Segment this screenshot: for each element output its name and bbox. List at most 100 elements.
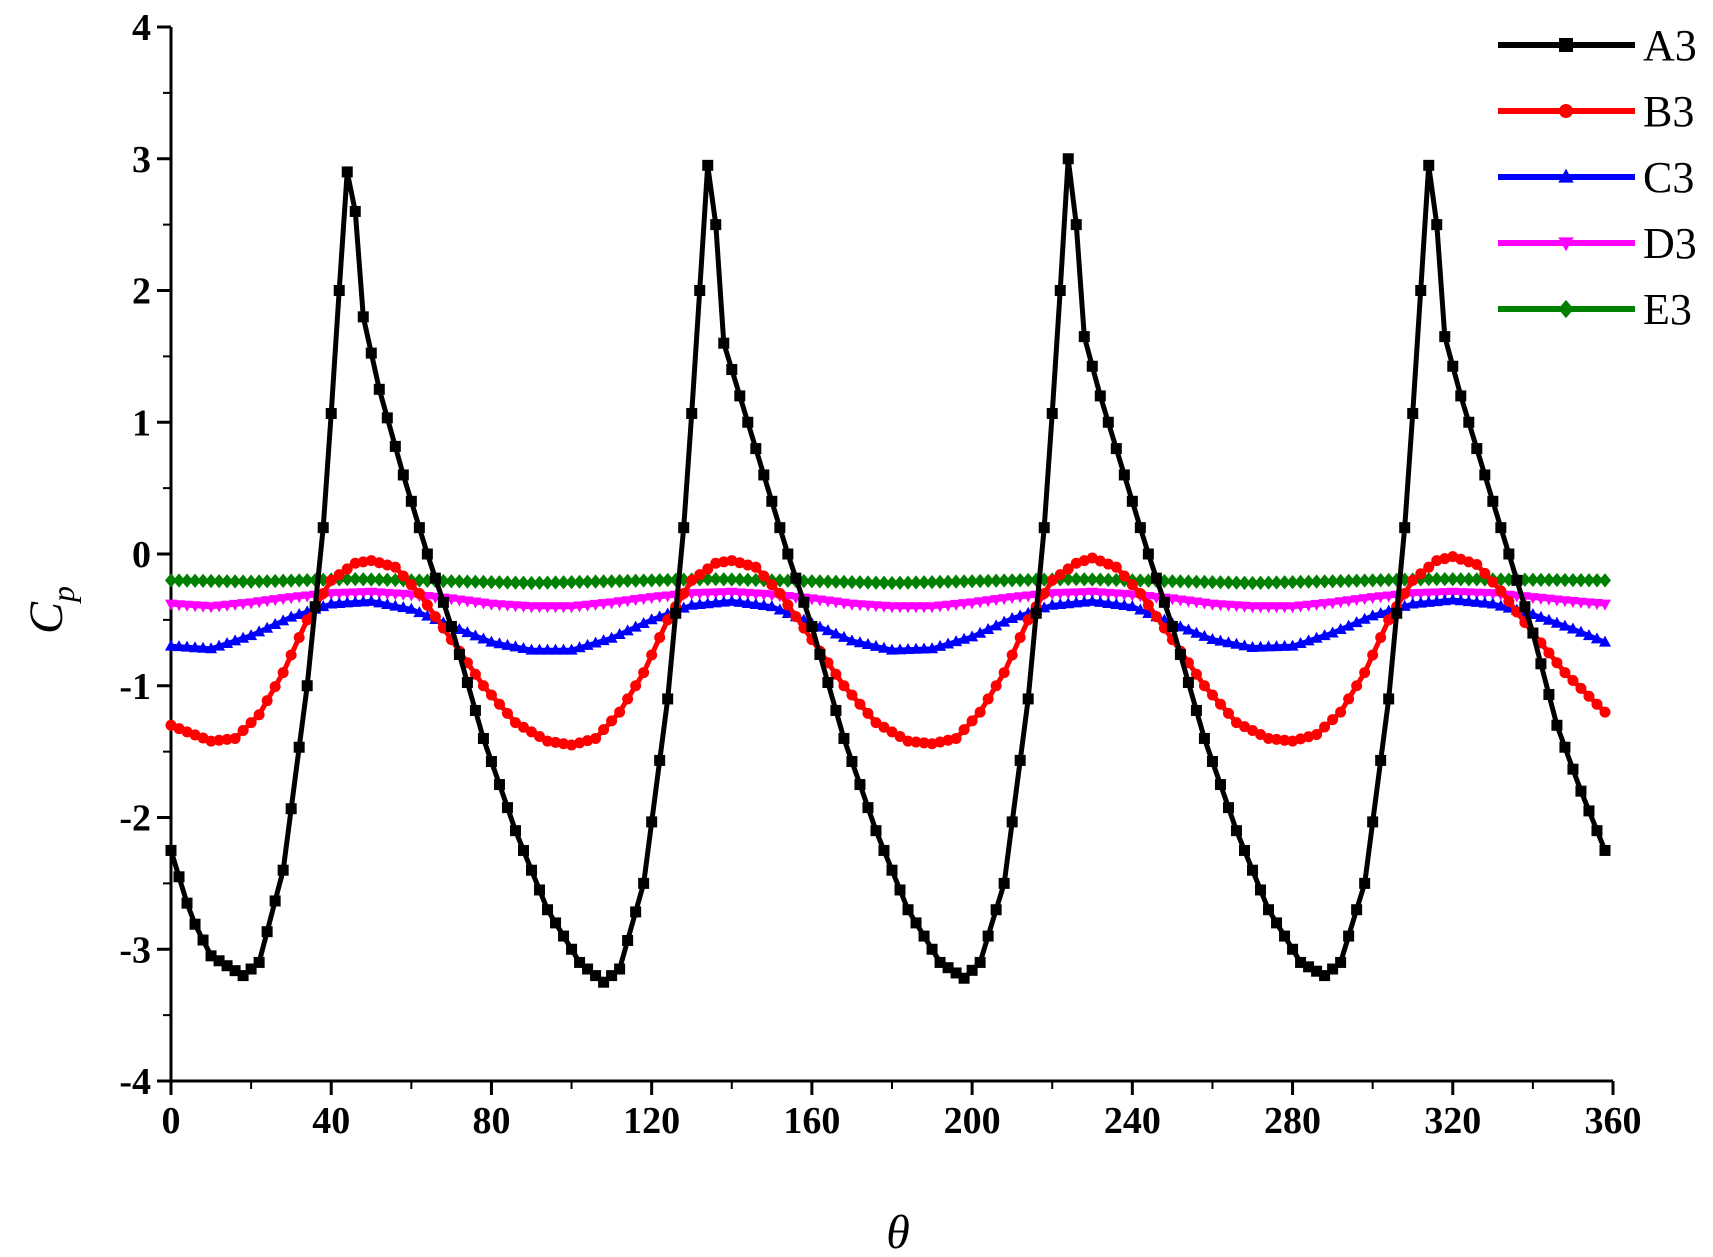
data-point-B3 <box>678 588 690 600</box>
data-point-D3 <box>1078 588 1091 600</box>
data-point-E3 <box>1446 572 1459 587</box>
data-point-E3 <box>525 575 538 591</box>
data-point-E3 <box>613 573 626 589</box>
data-point-B3 <box>750 561 762 573</box>
data-point-D3 <box>1110 589 1123 601</box>
data-point-C3 <box>1478 596 1491 608</box>
data-point-B3 <box>1359 667 1371 679</box>
data-point-C3 <box>990 619 1003 631</box>
data-point-A3 <box>774 522 786 534</box>
data-point-D3 <box>926 602 939 614</box>
data-point-E3 <box>917 575 931 590</box>
data-point-B3 <box>1367 649 1379 661</box>
data-point-D3 <box>373 588 386 600</box>
data-point-B3 <box>526 726 537 738</box>
data-point-B3 <box>1495 585 1507 597</box>
data-point-C3 <box>869 639 883 651</box>
data-point-E3 <box>1262 575 1275 590</box>
data-point-C3 <box>1222 636 1235 648</box>
data-point-B3 <box>630 680 642 692</box>
data-point-E3 <box>1022 572 1035 588</box>
data-point-C3 <box>405 602 418 614</box>
data-point-C3 <box>349 595 362 607</box>
data-point-C3 <box>1214 634 1227 646</box>
legend-item-A3: A3 <box>1498 21 1697 70</box>
legend-label-D3: D3 <box>1643 219 1697 268</box>
data-point-E3 <box>1166 574 1179 589</box>
series-B3 <box>165 551 1611 751</box>
data-point-D3 <box>429 592 442 604</box>
data-point-D3 <box>1438 588 1451 600</box>
data-point-E3 <box>365 572 378 587</box>
data-point-E3 <box>205 573 218 589</box>
data-point-A3 <box>229 965 241 977</box>
data-point-E3 <box>653 573 666 588</box>
data-point-B3 <box>702 563 714 575</box>
data-point-D3 <box>1310 599 1323 611</box>
data-point-B3 <box>1118 570 1130 582</box>
data-point-C3 <box>461 626 474 638</box>
data-point-A3 <box>990 904 1002 916</box>
data-point-D3 <box>253 597 266 609</box>
data-point-E3 <box>982 573 995 589</box>
data-point-E3 <box>942 574 955 589</box>
data-point-D3 <box>365 587 378 599</box>
data-point-C3 <box>829 627 842 639</box>
data-point-B3 <box>485 689 497 701</box>
data-point-C3 <box>1430 595 1443 607</box>
data-point-C3 <box>341 596 354 608</box>
data-point-B3 <box>1014 631 1026 643</box>
data-point-E3 <box>605 574 618 589</box>
data-point-A3 <box>1198 732 1210 744</box>
data-point-D3 <box>1558 596 1571 608</box>
y-tick-label: -4 <box>119 1061 151 1103</box>
data-point-D3 <box>934 601 947 613</box>
data-point-B3 <box>1054 569 1066 581</box>
data-point-E3 <box>373 572 386 587</box>
data-point-E3 <box>1278 575 1291 590</box>
data-point-A3 <box>309 601 321 613</box>
legend-marker-B3 <box>1559 104 1573 118</box>
data-point-D3 <box>1366 593 1379 605</box>
data-point-A3 <box>453 648 465 660</box>
data-point-C3 <box>1446 593 1459 605</box>
data-point-D3 <box>733 588 746 600</box>
data-point-A3 <box>670 607 682 619</box>
data-point-D3 <box>1230 601 1243 613</box>
data-point-A3 <box>349 205 361 217</box>
data-point-C3 <box>645 613 658 625</box>
data-point-A3 <box>1503 548 1515 560</box>
data-point-B3 <box>1150 611 1162 623</box>
data-point-D3 <box>269 595 282 607</box>
data-point-C3 <box>1238 639 1251 651</box>
data-point-D3 <box>701 588 714 600</box>
data-point-A3 <box>1006 816 1018 828</box>
data-point-D3 <box>381 588 394 600</box>
data-point-A3 <box>1303 961 1315 973</box>
data-point-A3 <box>894 884 906 896</box>
data-point-D3 <box>1022 591 1035 603</box>
data-point-E3 <box>1534 572 1547 588</box>
data-point-C3 <box>845 634 858 646</box>
data-point-C3 <box>381 597 394 609</box>
data-point-C3 <box>1582 629 1596 641</box>
data-point-E3 <box>1526 572 1539 587</box>
data-point-D3 <box>349 588 362 600</box>
data-point-E3 <box>1438 571 1451 587</box>
data-point-D3 <box>1150 592 1163 604</box>
data-point-D3 <box>1526 593 1539 605</box>
data-point-A3 <box>501 802 513 814</box>
data-point-A3 <box>550 917 562 929</box>
axes: 0 40 80 120 160 200 240 280 320 360 -4 -3 -2 -1 0 1 2 3 4 <box>119 7 1641 1142</box>
data-point-A3 <box>606 970 618 982</box>
data-point-E3 <box>237 574 250 589</box>
data-point-C3 <box>1198 629 1211 641</box>
data-point-C3 <box>333 596 346 608</box>
data-point-A3 <box>277 864 289 876</box>
data-point-E3 <box>1254 575 1267 590</box>
data-point-A3 <box>197 934 209 946</box>
y-tick-label: -2 <box>119 798 151 840</box>
data-point-A3 <box>237 970 249 982</box>
data-point-D3 <box>389 589 402 601</box>
data-point-C3 <box>1094 595 1107 607</box>
